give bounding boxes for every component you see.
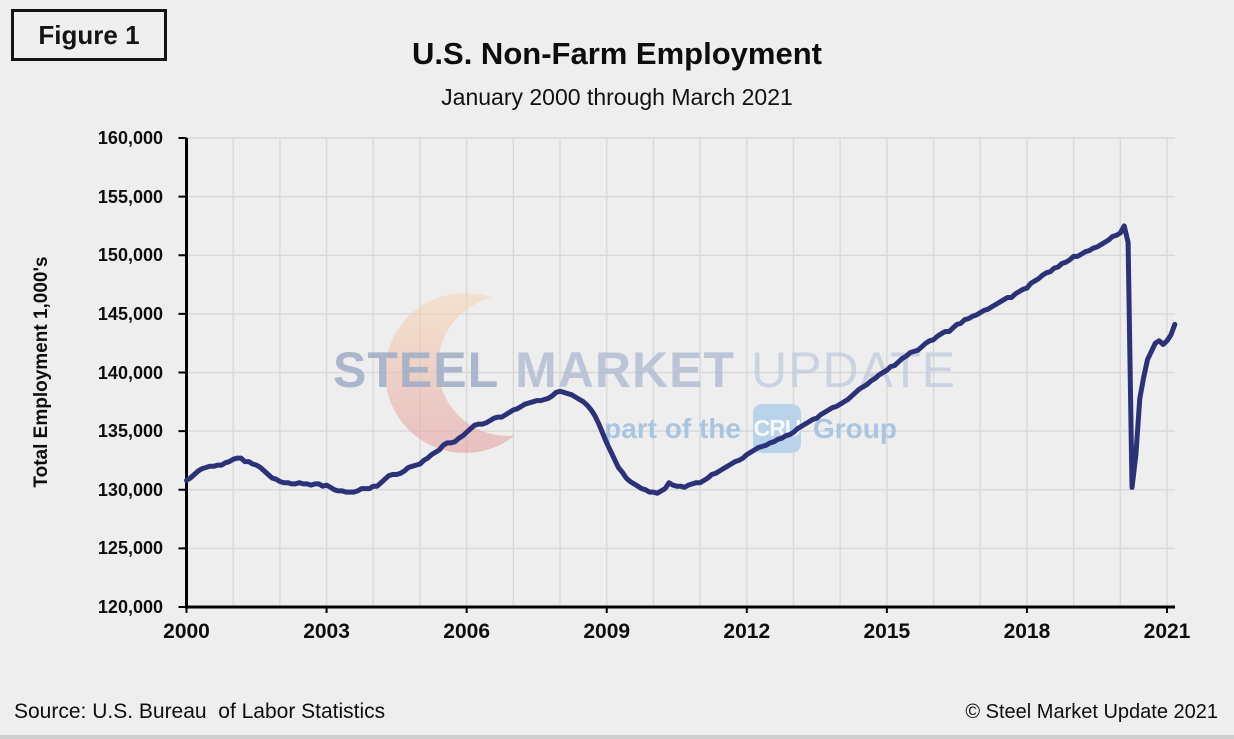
y-tick-label: 125,000 bbox=[97, 538, 163, 559]
chart-title: U.S. Non-Farm Employment bbox=[412, 36, 822, 71]
x-tick-label: 2012 bbox=[723, 620, 771, 643]
x-tick-label: 2009 bbox=[583, 620, 631, 643]
y-tick-label: 145,000 bbox=[97, 303, 163, 324]
figure-badge-label: Figure 1 bbox=[38, 19, 140, 50]
x-tick-label: 2006 bbox=[443, 620, 490, 643]
y-tick-label: 130,000 bbox=[97, 479, 163, 500]
employment-series-line bbox=[184, 223, 1178, 496]
y-tick-label: 155,000 bbox=[97, 186, 163, 207]
y-tick-label: 120,000 bbox=[97, 597, 163, 617]
x-tick-label: 2000 bbox=[163, 620, 210, 643]
x-tick-label: 2021 bbox=[1143, 620, 1191, 643]
chart-subtitle: January 2000 through March 2021 bbox=[441, 84, 793, 110]
copyright-note: © Steel Market Update 2021 bbox=[965, 701, 1218, 723]
bottom-edge bbox=[0, 735, 1234, 739]
y-tick-label: 140,000 bbox=[97, 362, 163, 383]
figure-badge: Figure 1 bbox=[11, 9, 167, 61]
x-tick-label: 2018 bbox=[1003, 620, 1051, 643]
y-tick-label: 150,000 bbox=[97, 245, 163, 266]
source-note: Source: U.S. Bureau of Labor Statistics bbox=[14, 700, 386, 723]
x-tick-label: 2003 bbox=[303, 620, 350, 643]
x-tick-label: 2015 bbox=[863, 620, 911, 643]
y-tick-label: 135,000 bbox=[97, 421, 163, 442]
y-tick-label: 160,000 bbox=[97, 128, 163, 148]
